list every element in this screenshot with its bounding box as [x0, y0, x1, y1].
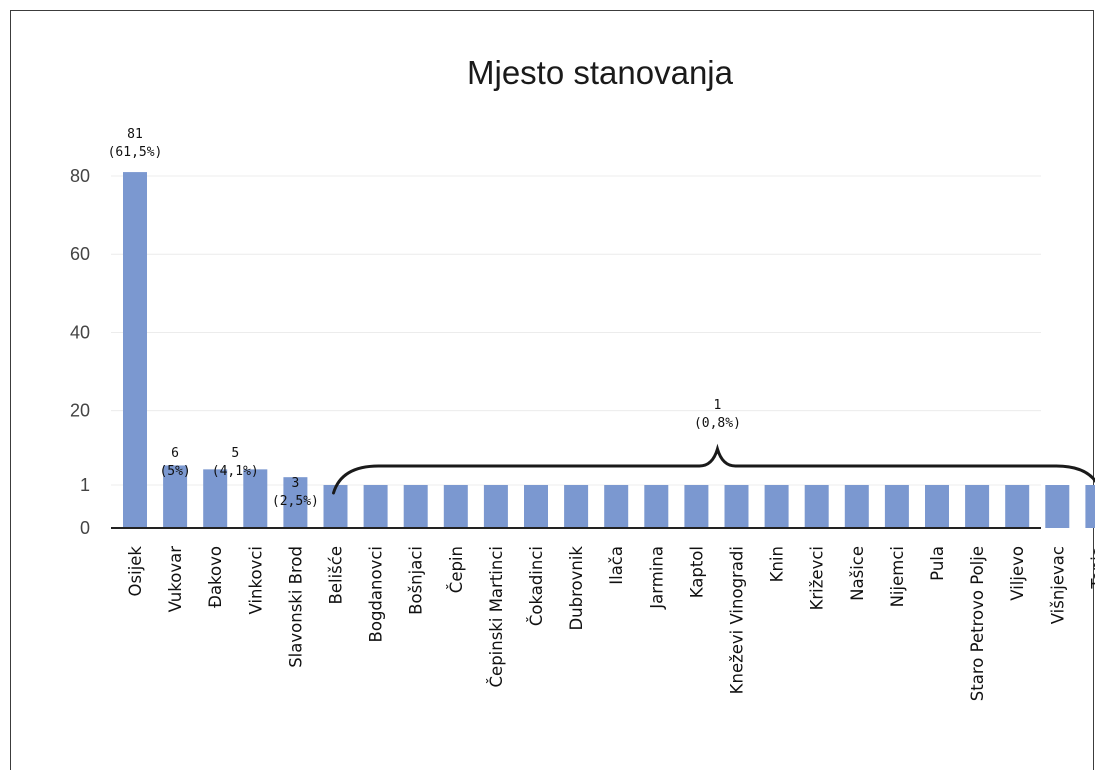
- data-label-count: 6: [171, 446, 179, 461]
- x-tick-label: Našice: [848, 546, 867, 601]
- x-tick-label: Čepinski Martinci: [487, 546, 506, 687]
- x-tick-label: Kaptol: [687, 546, 706, 598]
- x-tick-label: Čepin: [447, 546, 466, 593]
- x-tick-label: Viljevo: [1008, 546, 1027, 601]
- x-tick-label: Belišće: [327, 546, 346, 604]
- x-tick-label: Vukovar: [166, 546, 185, 613]
- bar: [363, 485, 388, 528]
- data-label-percent: (4,1%): [212, 464, 259, 479]
- x-tick-label: Đakovo: [206, 546, 225, 608]
- bar: [644, 485, 669, 528]
- data-label: 1 (0,8%): [694, 398, 741, 431]
- bar: [323, 485, 348, 528]
- data-label-percent: (61,5%): [108, 145, 163, 160]
- bar: [965, 485, 990, 528]
- x-tick-label: Tenja: [1088, 546, 1095, 590]
- bar: [203, 469, 228, 528]
- y-tick-label: 80: [70, 166, 90, 186]
- x-tick-label: Slavonski Brod: [286, 546, 305, 668]
- x-tick-label: Križevci: [808, 546, 827, 610]
- y-tick-label: 0: [80, 518, 90, 538]
- y-tick-label: 20: [70, 401, 90, 421]
- x-tick-label: Višnjevac: [1048, 546, 1067, 624]
- data-label-percent: (5%): [159, 464, 190, 479]
- x-tick-label: Bogdanovci: [367, 546, 386, 642]
- y-axis-ticks: 0 1 20 40 60 80: [70, 166, 90, 538]
- data-label: 5 (4,1%): [212, 446, 259, 479]
- bar: [483, 485, 508, 528]
- bar: [684, 485, 709, 528]
- x-tick-label: Bošnjaci: [407, 546, 426, 615]
- bar: [123, 172, 147, 528]
- data-labels: 81 (61,5%) 6 (5%) 5 (4,1%) 3 (2,5%) 1 (0,8%): [108, 127, 741, 509]
- bar: [724, 485, 749, 528]
- bar: [524, 485, 548, 528]
- x-tick-label: Staro Petrovo Polje: [968, 546, 987, 701]
- data-label-count: 5: [231, 446, 239, 461]
- bar: [564, 485, 589, 528]
- bar: [604, 485, 629, 528]
- bar-chart: Mjesto stanovanja 0 1 20 40 60 80 Osijek Vukov…: [70, 54, 1095, 702]
- x-tick-label: Ilača: [607, 546, 626, 585]
- y-tick-label: 1: [80, 475, 90, 495]
- x-tick-label: Dubrovnik: [567, 546, 586, 631]
- x-tick-label: Knin: [768, 546, 787, 582]
- bar: [243, 469, 268, 528]
- x-tick-label: Jarmina: [647, 546, 666, 610]
- bar: [163, 465, 188, 528]
- bar: [283, 477, 308, 528]
- data-label-percent: (2,5%): [272, 494, 319, 509]
- data-label: 81 (61,5%): [108, 127, 163, 160]
- bar: [403, 485, 428, 528]
- x-axis-ticks: Osijek Vukovar Đakovo Vinkovci Slavonski Bro…: [126, 546, 1095, 702]
- data-label-count: 1: [714, 398, 722, 413]
- x-tick-label: Čokadinci: [527, 546, 546, 626]
- bar: [844, 485, 869, 528]
- chart-frame: Mjesto stanovanja 0 1 20 40 60 80 Osijek Vukov…: [10, 10, 1095, 770]
- x-tick-label: Pula: [928, 546, 947, 581]
- x-tick-label: Kneževi Vinogradi: [728, 546, 747, 694]
- group-brace: [332, 443, 1095, 495]
- gridlines: [111, 175, 1041, 486]
- data-label: 6 (5%): [159, 446, 190, 479]
- y-tick-label: 40: [70, 322, 90, 342]
- bar: [1085, 485, 1095, 528]
- bars: [123, 172, 1095, 528]
- data-label: 3 (2,5%): [272, 476, 319, 509]
- x-tick-label: Nijemci: [888, 546, 907, 607]
- bar: [443, 485, 468, 528]
- chart-title: Mjesto stanovanja: [467, 54, 734, 91]
- data-label-count: 81: [127, 127, 143, 142]
- bar: [884, 485, 909, 528]
- bar: [1005, 485, 1030, 528]
- x-tick-label: Vinkovci: [246, 546, 265, 614]
- y-tick-label: 60: [70, 244, 90, 264]
- bar: [1045, 485, 1070, 528]
- data-label-count: 3: [291, 476, 299, 491]
- bar: [925, 485, 949, 528]
- bar: [764, 485, 789, 528]
- data-label-percent: (0,8%): [694, 416, 741, 431]
- bar: [804, 485, 829, 528]
- x-tick-label: Osijek: [126, 546, 145, 597]
